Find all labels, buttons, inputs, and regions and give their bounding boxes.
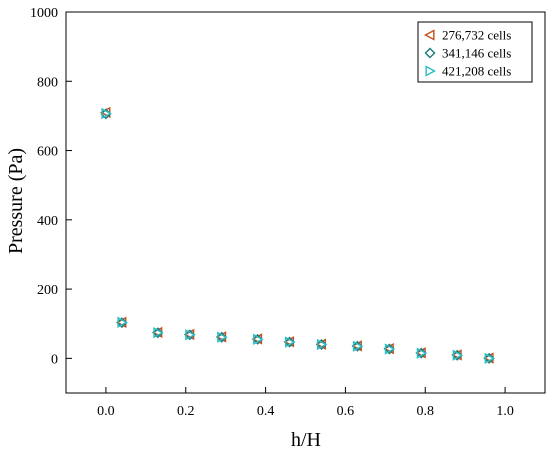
x-tick-label: 0.2 bbox=[177, 404, 195, 419]
y-tick-label: 0 bbox=[51, 352, 58, 367]
data-point bbox=[316, 338, 328, 351]
y-tick-label: 1000 bbox=[30, 6, 58, 21]
y-axis-title: Pressure (Pa) bbox=[5, 148, 27, 254]
legend-label: 421,208 cells bbox=[442, 64, 511, 79]
x-axis-title: h/H bbox=[291, 429, 321, 451]
legend-marker bbox=[424, 47, 436, 59]
x-tick-label: 0.4 bbox=[257, 404, 275, 419]
series-2 bbox=[100, 108, 495, 364]
data-point bbox=[352, 340, 364, 352]
data-point bbox=[384, 343, 396, 355]
data-point bbox=[101, 107, 112, 120]
y-tick-label: 200 bbox=[37, 283, 58, 298]
data-point bbox=[117, 316, 128, 329]
series-1 bbox=[99, 106, 494, 364]
series-3 bbox=[101, 107, 496, 365]
data-point bbox=[185, 329, 196, 341]
data-point bbox=[484, 352, 496, 365]
data-marks bbox=[99, 106, 496, 365]
data-point bbox=[217, 331, 228, 343]
y-tick-label: 400 bbox=[37, 214, 58, 229]
x-tick-label: 0.6 bbox=[337, 404, 355, 419]
plot-frame bbox=[65, 11, 546, 394]
legend-marker bbox=[425, 65, 436, 77]
x-tick-label: 1.0 bbox=[496, 404, 514, 419]
data-point bbox=[452, 349, 464, 361]
axes: 0.0 0.2 0.4 0.6 0.8 1.0 0 200 400 600 800 1000 bbox=[30, 6, 546, 419]
legend-label: 276,732 cells bbox=[442, 28, 511, 43]
legend-marker bbox=[424, 29, 435, 41]
y-tick-label: 600 bbox=[37, 145, 58, 160]
y-tick-label: 800 bbox=[37, 75, 58, 90]
legend: 276,732 cells 341,146 cells 421,208 cells bbox=[417, 21, 533, 83]
data-point bbox=[153, 327, 164, 339]
legend-box bbox=[417, 21, 533, 83]
legend-label: 341,146 cells bbox=[442, 46, 511, 61]
x-tick-label: 0.8 bbox=[417, 404, 435, 419]
data-point bbox=[253, 333, 264, 345]
data-point bbox=[285, 336, 296, 348]
x-tick-label: 0.0 bbox=[97, 404, 115, 419]
data-point bbox=[416, 347, 428, 359]
